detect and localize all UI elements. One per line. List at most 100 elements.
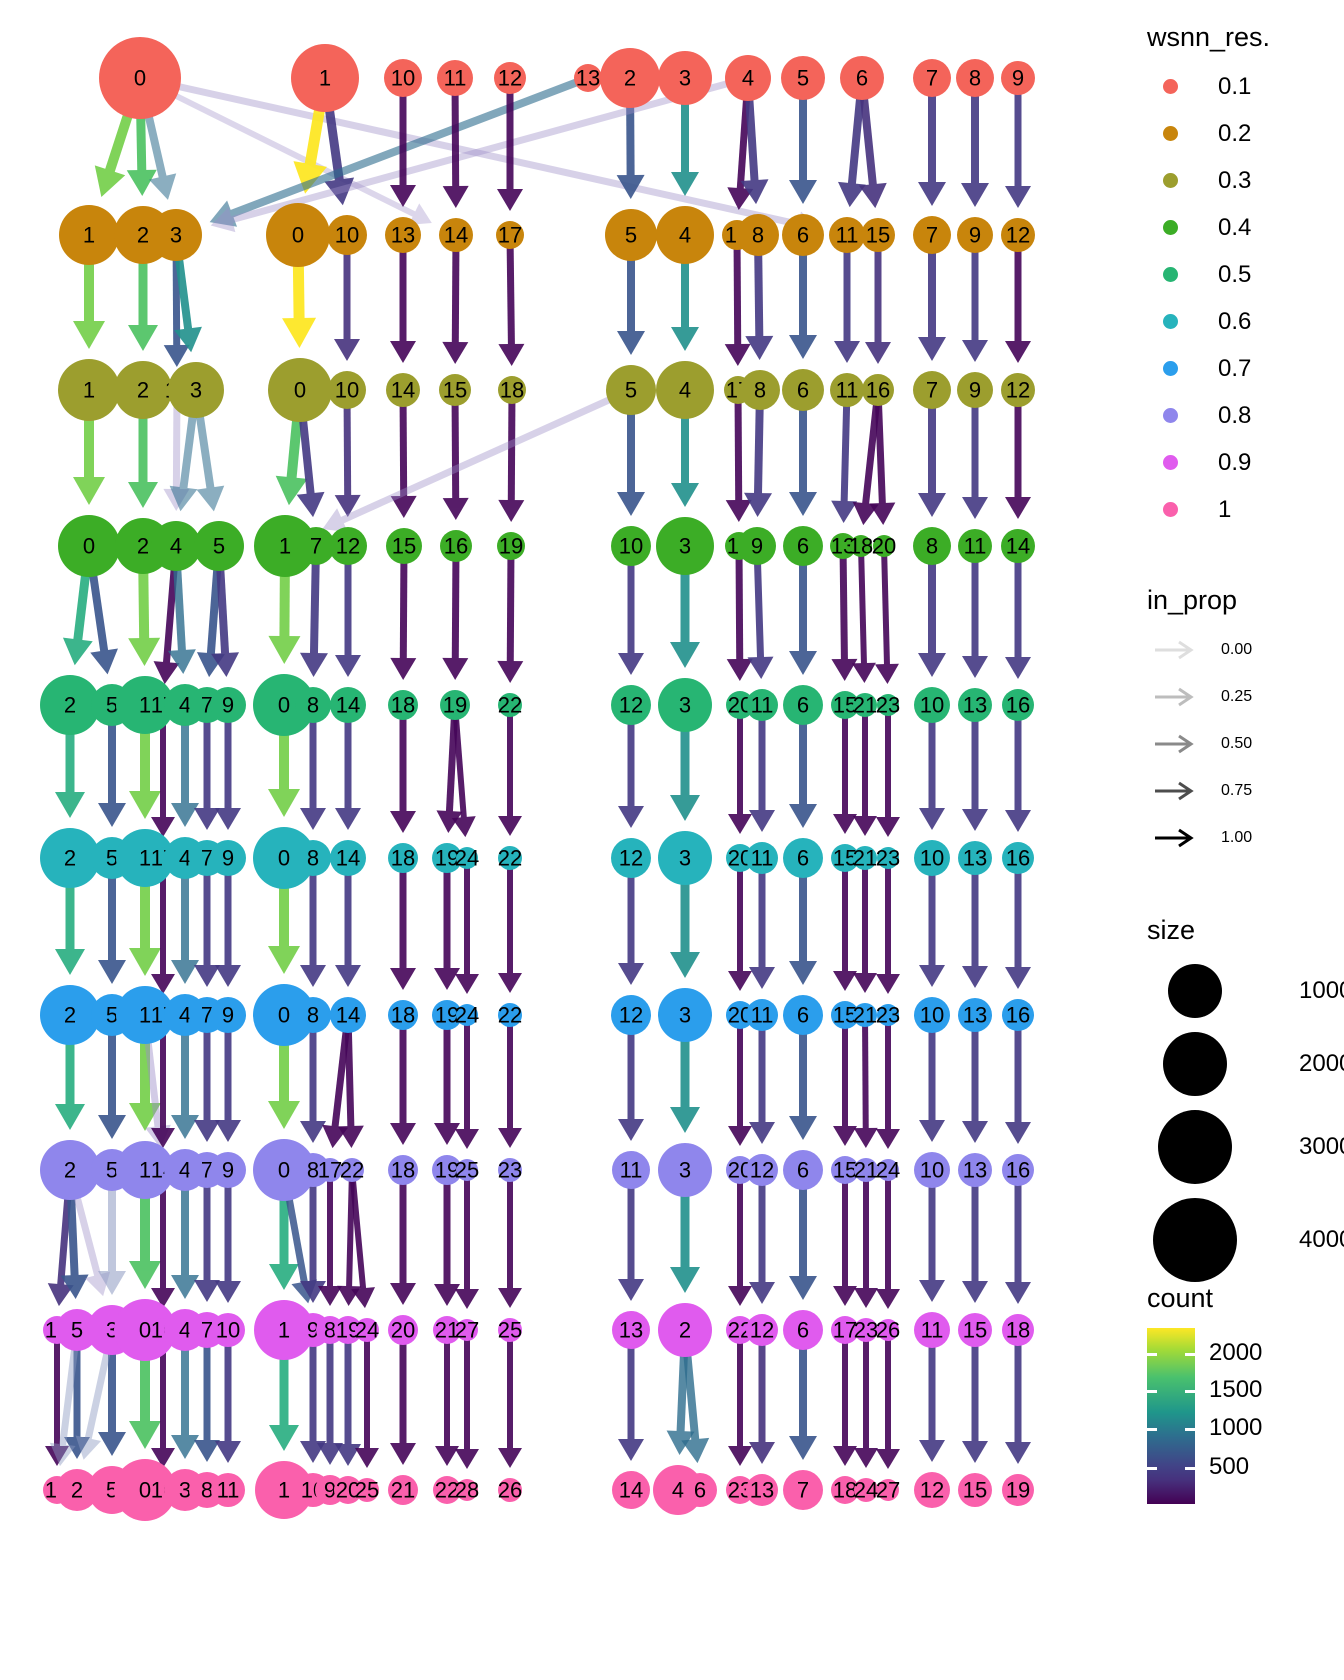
cluster-node — [253, 984, 315, 1046]
edge-arrow — [1005, 1170, 1031, 1304]
cluster-node-label: 24 — [455, 846, 479, 871]
edge-arrow — [434, 1170, 460, 1306]
cluster-node-label: 12 — [619, 846, 643, 871]
cluster-node-label: 11 — [444, 66, 467, 91]
edge-arrow — [390, 389, 417, 519]
cluster-node-label: 13 — [750, 1478, 774, 1503]
cluster-node — [1001, 218, 1035, 252]
cluster-node-label: 4 — [742, 66, 754, 91]
cluster-node-label: 12 — [1006, 223, 1030, 248]
res-color-dot — [1163, 79, 1178, 94]
edge-arrow — [300, 858, 326, 987]
legend-in-prop-item: 0.25 — [1147, 673, 1252, 720]
cluster-node-label: 10 — [920, 1158, 944, 1183]
cluster-node-label: 8 — [307, 1003, 319, 1028]
cluster-node-label: 21 — [854, 1158, 878, 1183]
cluster-node — [386, 528, 422, 564]
cluster-node-label: 1 — [278, 1478, 290, 1503]
cluster-node — [330, 687, 366, 723]
edge-arrow — [728, 1015, 752, 1146]
cluster-node — [116, 676, 174, 734]
cluster-node — [440, 530, 472, 562]
cluster-node-label: 12 — [619, 693, 643, 718]
cluster-node — [877, 1479, 899, 1501]
edge-arrow — [209, 74, 590, 227]
edge-arrow — [749, 705, 775, 832]
cluster-node-label: 7 — [926, 223, 938, 248]
legend-res-item: 0.8 — [1147, 392, 1270, 439]
cluster-node — [1002, 689, 1034, 721]
cluster-node — [210, 1152, 246, 1188]
cluster-node-label: 22 — [435, 1478, 459, 1503]
cluster-node — [1002, 1154, 1034, 1186]
cluster-node-label: 12 — [750, 1318, 774, 1343]
cluster-node — [496, 221, 524, 249]
cluster-node — [334, 1316, 362, 1344]
edge-arrow — [1005, 390, 1031, 519]
edge-arrow — [442, 77, 469, 209]
edge-arrow — [194, 1170, 220, 1302]
cluster-node-label: 17 — [318, 1158, 342, 1183]
cluster-node-label: 1 — [139, 693, 151, 718]
cluster-node — [861, 218, 895, 252]
cluster-node — [330, 840, 366, 876]
edge-arrow — [497, 78, 523, 211]
cluster-node-label: 4 — [170, 534, 182, 559]
cluster-node-label: 8 — [926, 534, 938, 559]
edge-arrow — [833, 1330, 857, 1466]
cluster-node — [854, 1478, 878, 1502]
cluster-node — [440, 690, 470, 720]
cluster-node — [658, 51, 712, 105]
cluster-node-label: 21 — [435, 1318, 459, 1343]
arrow-icon — [1155, 781, 1194, 800]
edge-arrow — [390, 858, 416, 990]
size-dot — [1168, 964, 1222, 1018]
cluster-node-label: 10 — [335, 223, 359, 248]
colorbar-tick-label: 1000 — [1209, 1414, 1263, 1442]
cluster-node — [914, 840, 950, 876]
legend-wsnn-res-items: 0.1 0.2 0.3 0.4 0.5 0.6 0.7 0.8 0.9 1 — [1147, 63, 1270, 533]
edge-arrow — [833, 705, 857, 834]
cluster-node-label: 5 — [213, 534, 225, 559]
cluster-node — [746, 689, 778, 721]
cluster-node — [1002, 1474, 1034, 1506]
edge-arrow — [215, 1170, 241, 1303]
cluster-node-label: 9 — [969, 223, 981, 248]
cluster-node-label: 7 — [201, 693, 213, 718]
cluster-node-label: 1 — [139, 1003, 151, 1028]
cluster-node-label: 22 — [340, 1158, 364, 1183]
legend-size-items: 1000 2000 3000 4000 — [1147, 964, 1344, 1282]
cluster-node — [656, 206, 714, 264]
cluster-node — [783, 1310, 823, 1350]
cluster-node — [612, 1151, 650, 1189]
in-prop-label: 0.25 — [1221, 687, 1253, 705]
res-label: 0.2 — [1218, 119, 1252, 147]
edge-arrow — [1005, 1330, 1031, 1464]
cluster-node — [59, 205, 119, 265]
cluster-node-label: 20 — [391, 1318, 415, 1343]
cluster-node — [40, 985, 100, 1045]
edge-arrow — [498, 234, 525, 367]
cluster-node — [656, 361, 714, 419]
arrow-icon — [1155, 734, 1194, 753]
in-prop-label: 1.00 — [1221, 828, 1253, 846]
cluster-node — [253, 827, 315, 889]
legend-res-item: 0.3 — [1147, 157, 1270, 204]
edge-arrow — [498, 705, 522, 836]
edge-arrow — [498, 858, 522, 993]
res-label: 0.8 — [1218, 401, 1252, 429]
cluster-node-label: 0 — [134, 66, 146, 91]
cluster-node — [611, 838, 651, 878]
cluster-node-label: 19 — [499, 534, 523, 559]
cluster-node — [432, 1155, 462, 1185]
res-label: 0.6 — [1218, 307, 1252, 335]
edge-arrow — [831, 545, 858, 682]
cluster-node-label: 1 — [139, 1158, 151, 1183]
cluster-node — [114, 1299, 176, 1361]
edge-arrow — [728, 858, 752, 991]
cluster-node-label: 1 — [139, 846, 151, 871]
res-label: 0.1 — [1218, 72, 1252, 100]
cluster-node-label: 5 — [625, 223, 637, 248]
cluster-node — [433, 1316, 461, 1344]
